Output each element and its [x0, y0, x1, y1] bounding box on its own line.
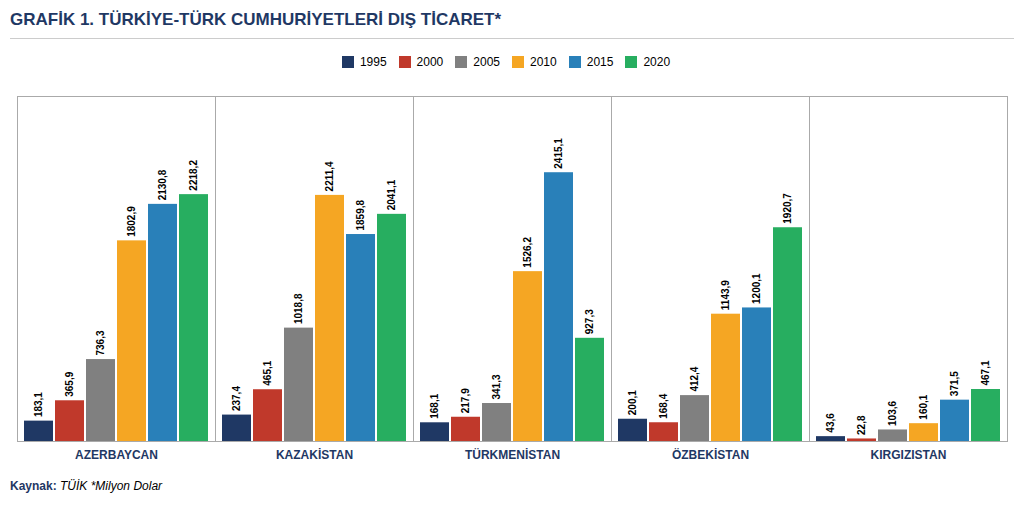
html-text:2015: 2015 [586, 54, 614, 69]
html-text:Kaynak: TÜİK *Milyon Dolar: Kaynak: TÜİK *Milyon Dolar [10, 479, 163, 493]
svg-text:2211,4: 2211,4 [324, 161, 335, 191]
svg-text:467,1: 467,1 [980, 360, 991, 385]
svg-text:736,3: 736,3 [95, 330, 106, 355]
svg-text:365,9: 365,9 [64, 371, 75, 396]
svg-text:22,8: 22,8 [856, 415, 867, 435]
svg-text:168,4: 168,4 [658, 393, 669, 418]
html-text:GRAFİK 1. TÜRKİYE-TÜRK CUMHURİ: GRAFİK 1. TÜRKİYE-TÜRK CUMHURİYETLERİ DI… [10, 10, 502, 29]
html-text:2000: 2000 [416, 54, 444, 69]
svg-text:2218,2: 2218,2 [188, 160, 199, 191]
svg-text:ÖZBEKİSTAN: ÖZBEKİSTAN [672, 447, 749, 462]
svg-text:TÜRKMENİSTAN: TÜRKMENİSTAN [465, 447, 560, 462]
svg-text:160,1: 160,1 [918, 394, 929, 419]
html-text:1995: 1995 [359, 54, 387, 69]
html-text:2020: 2020 [643, 54, 671, 69]
svg-text:1526,2: 1526,2 [522, 237, 533, 268]
svg-text:1143,9: 1143,9 [720, 280, 731, 310]
svg-text:412,4: 412,4 [689, 366, 700, 391]
svg-text:200,1: 200,1 [627, 390, 638, 415]
svg-text:1859,8: 1859,8 [355, 199, 366, 230]
svg-text:1200,1: 1200,1 [751, 273, 762, 304]
html-text:2010: 2010 [530, 54, 557, 69]
svg-text:1802,9: 1802,9 [126, 206, 137, 237]
svg-text:1018,8: 1018,8 [293, 293, 304, 324]
svg-text:43,6: 43,6 [825, 413, 836, 433]
svg-text:217,9: 217,9 [460, 388, 471, 413]
svg-text:371,5: 371,5 [949, 371, 960, 396]
svg-text:2415,1: 2415,1 [553, 138, 564, 169]
svg-text:2130,8: 2130,8 [157, 169, 168, 200]
svg-text:KIRGIZISTAN: KIRGIZISTAN [871, 448, 947, 462]
svg-text:1920,7: 1920,7 [782, 193, 793, 224]
svg-text:927,3: 927,3 [584, 309, 595, 334]
svg-text:183,1: 183,1 [33, 392, 44, 417]
svg-text:KAZAKİSTAN: KAZAKİSTAN [276, 447, 353, 462]
svg-text:341,3: 341,3 [491, 374, 502, 399]
svg-text:465,1: 465,1 [262, 360, 273, 385]
svg-text:AZERBAYCAN: AZERBAYCAN [75, 448, 158, 462]
svg-text:237,4: 237,4 [231, 386, 242, 411]
html-text:2005: 2005 [473, 54, 500, 69]
svg-text:168,1: 168,1 [429, 393, 440, 418]
svg-text:103,6: 103,6 [887, 401, 898, 426]
svg-text:2041,1: 2041,1 [386, 179, 397, 210]
